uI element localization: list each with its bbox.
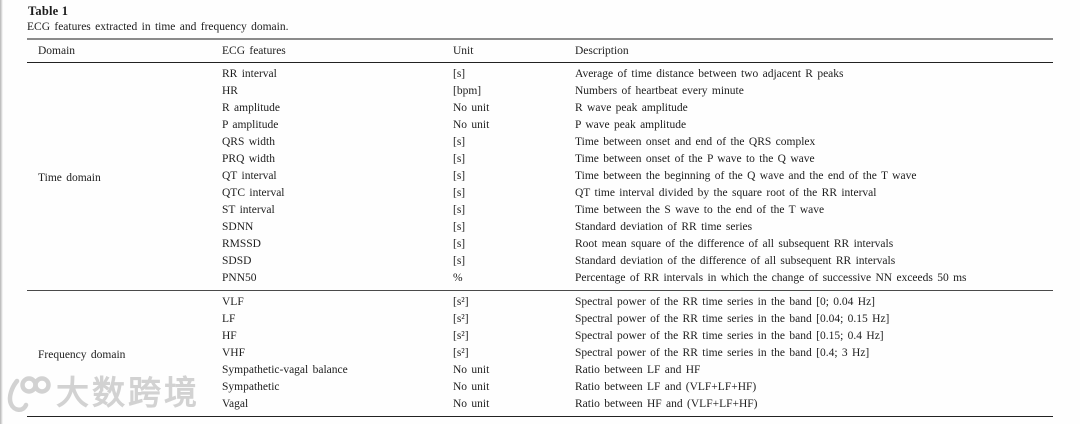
table-block: Table 1 ECG features extracted in time a… xyxy=(27,3,1053,417)
desc-cell: Root mean square of the difference of al… xyxy=(575,238,894,250)
table-row: PRQ width [s] Time between onset of the P … xyxy=(27,151,1053,168)
unit-cell: [s] xyxy=(453,238,466,250)
unit-cell: No unit xyxy=(453,364,490,376)
watermark: 大数跨境 xyxy=(2,371,200,415)
header-ecg-features: ECG features xyxy=(222,39,453,63)
header-row: Domain ECG features Unit Description xyxy=(27,39,1053,63)
table-group: Frequency domain VLF [s²] Spectral power of… xyxy=(27,291,1053,417)
table-row: PNN50% Percentage of RR intervals in whic… xyxy=(27,270,1053,291)
desc-cell: Ratio between LF and HF xyxy=(575,364,701,376)
unit-cell: [s²] xyxy=(453,347,469,359)
desc-cell: Time between the S wave to the end of th… xyxy=(575,204,825,216)
desc-cell: Standard deviation of RR time series xyxy=(575,221,753,233)
unit-cell: [s²] xyxy=(453,313,469,325)
table-row: QRS width [s] Time between onset and end o… xyxy=(27,134,1053,151)
unit-cell: No unit xyxy=(453,398,490,410)
unit-cell: % xyxy=(453,272,463,284)
desc-cell: P wave peak amplitude xyxy=(575,119,687,131)
desc-cell: Time between onset of the P wave to the … xyxy=(575,153,815,165)
table-caption: ECG features extracted in time and frequ… xyxy=(27,21,289,33)
desc-cell: Spectral power of the RR time series in … xyxy=(575,330,884,342)
unit-cell: [s] xyxy=(453,136,466,148)
feature-cell: P amplitude xyxy=(222,119,279,131)
table-row: HR [bpm] Numbers of heartbeat every minute xyxy=(27,83,1053,100)
desc-cell: R wave peak amplitude xyxy=(575,102,688,114)
table-row: RMSSD [s] Root mean square of the differen… xyxy=(27,236,1053,253)
table-row: SDSD [s] Standard deviation of the differe… xyxy=(27,253,1053,270)
feature-cell: SDSD xyxy=(222,255,252,267)
desc-cell: Ratio between LF and (VLF+LF+HF) xyxy=(575,381,757,393)
table-row: SDNN [s] Standard deviation of RR time ser… xyxy=(27,219,1053,236)
feature-cell: SDNN xyxy=(222,221,254,233)
table-row: Vagal No unit Ratio between HF and (VLF+LF… xyxy=(27,396,1053,417)
table-group: Time domain RR interval [s] Average of time… xyxy=(27,63,1053,291)
feature-cell: ST interval xyxy=(222,204,275,216)
feature-cell: R amplitude xyxy=(222,102,281,114)
watermark-text: 大数跨境 xyxy=(56,374,200,411)
desc-cell: Spectral power of the RR time series in … xyxy=(575,296,875,308)
feature-cell: LF xyxy=(222,313,236,325)
desc-cell: Average of time distance between two adj… xyxy=(575,68,844,80)
feature-cell: Vagal xyxy=(222,398,249,410)
feature-cell: PNN50 xyxy=(222,272,257,284)
table-row: VHF [s²] Spectral power of the RR time ser… xyxy=(27,345,1053,362)
unit-cell: [s²] xyxy=(453,330,469,342)
feature-cell: HF xyxy=(222,330,237,342)
table-header: Domain ECG features Unit Description xyxy=(27,39,1053,63)
desc-cell: Standard deviation of the difference of … xyxy=(575,255,896,267)
feature-cell: RR interval xyxy=(222,68,277,80)
unit-cell: [s] xyxy=(453,187,466,199)
feature-cell: RMSSD xyxy=(222,238,261,250)
feature-cell: QTC interval xyxy=(222,187,285,199)
ecg-features-table: Domain ECG features Unit Description Tim… xyxy=(27,38,1053,417)
unit-cell: [s] xyxy=(453,153,466,165)
table-row: ST interval [s] Time between the S wave to… xyxy=(27,202,1053,219)
unit-cell: [s²] xyxy=(453,296,469,308)
header-unit: Unit xyxy=(453,39,575,63)
feature-cell: Sympathetic-vagal balance xyxy=(222,364,348,376)
table-row: Frequency domain VLF [s²] Spectral power of… xyxy=(27,291,1053,361)
feature-cell: VLF xyxy=(222,296,244,308)
desc-cell: Spectral power of the RR time series in … xyxy=(575,347,870,359)
desc-cell: QT time interval divided by the square r… xyxy=(575,187,877,199)
scan-edge-shadow xyxy=(0,0,3,424)
unit-cell: No unit xyxy=(453,102,490,114)
desc-cell: Percentage of RR intervals in which the … xyxy=(575,272,967,284)
table-row: LF [s²] Spectral power of the RR time seri… xyxy=(27,311,1053,328)
table-row: Time domain RR interval [s] Average of time… xyxy=(27,63,1053,184)
unit-cell: [s] xyxy=(453,170,466,182)
desc-cell: Numbers of heartbeat every minute xyxy=(575,85,744,97)
unit-cell: No unit xyxy=(453,119,490,131)
desc-cell: Spectral power of the RR time series in … xyxy=(575,313,890,325)
table-row: Sympathetic-vagal balance No unit Ratio be… xyxy=(27,362,1053,379)
feature-cell: HR xyxy=(222,85,238,97)
header-description: Description xyxy=(575,39,1053,63)
table-row: Sympathetic No unit Ratio between LF and (… xyxy=(27,379,1053,396)
unit-cell: [s] xyxy=(453,255,466,267)
feature-cell: VHF xyxy=(222,347,246,359)
unit-cell: [s] xyxy=(453,204,466,216)
unit-cell: [bpm] xyxy=(453,85,482,97)
table-row: R amplitude No unit R wave peak amplitude xyxy=(27,100,1053,117)
feature-cell: QT interval xyxy=(222,170,277,182)
header-domain: Domain xyxy=(27,39,222,63)
unit-cell: [s] xyxy=(453,68,466,80)
feature-cell: QRS width xyxy=(222,136,275,148)
unit-cell: No unit xyxy=(453,381,490,393)
table-row: QTC interval [s] QT time interval divided … xyxy=(27,185,1053,202)
domain-cell: Frequency domain xyxy=(38,348,126,361)
unit-cell: [s] xyxy=(453,221,466,233)
watermark-logo-icon xyxy=(7,376,51,412)
table-title: Table 1 xyxy=(28,4,69,18)
feature-cell: Sympathetic xyxy=(222,381,280,393)
desc-cell: Time between the beginning of the Q wave… xyxy=(575,170,917,182)
domain-cell: Time domain xyxy=(38,171,101,184)
desc-cell: Time between onset and end of the QRS co… xyxy=(575,136,816,148)
table-row: QT interval [s] Time between the beginning… xyxy=(27,168,1053,185)
table-row: HF [s²] Spectral power of the RR time seri… xyxy=(27,328,1053,345)
feature-cell: PRQ width xyxy=(222,153,275,165)
desc-cell: Ratio between HF and (VLF+LF+HF) xyxy=(575,398,758,410)
table-row: P amplitude No unit P wave peak amplitude xyxy=(27,117,1053,134)
